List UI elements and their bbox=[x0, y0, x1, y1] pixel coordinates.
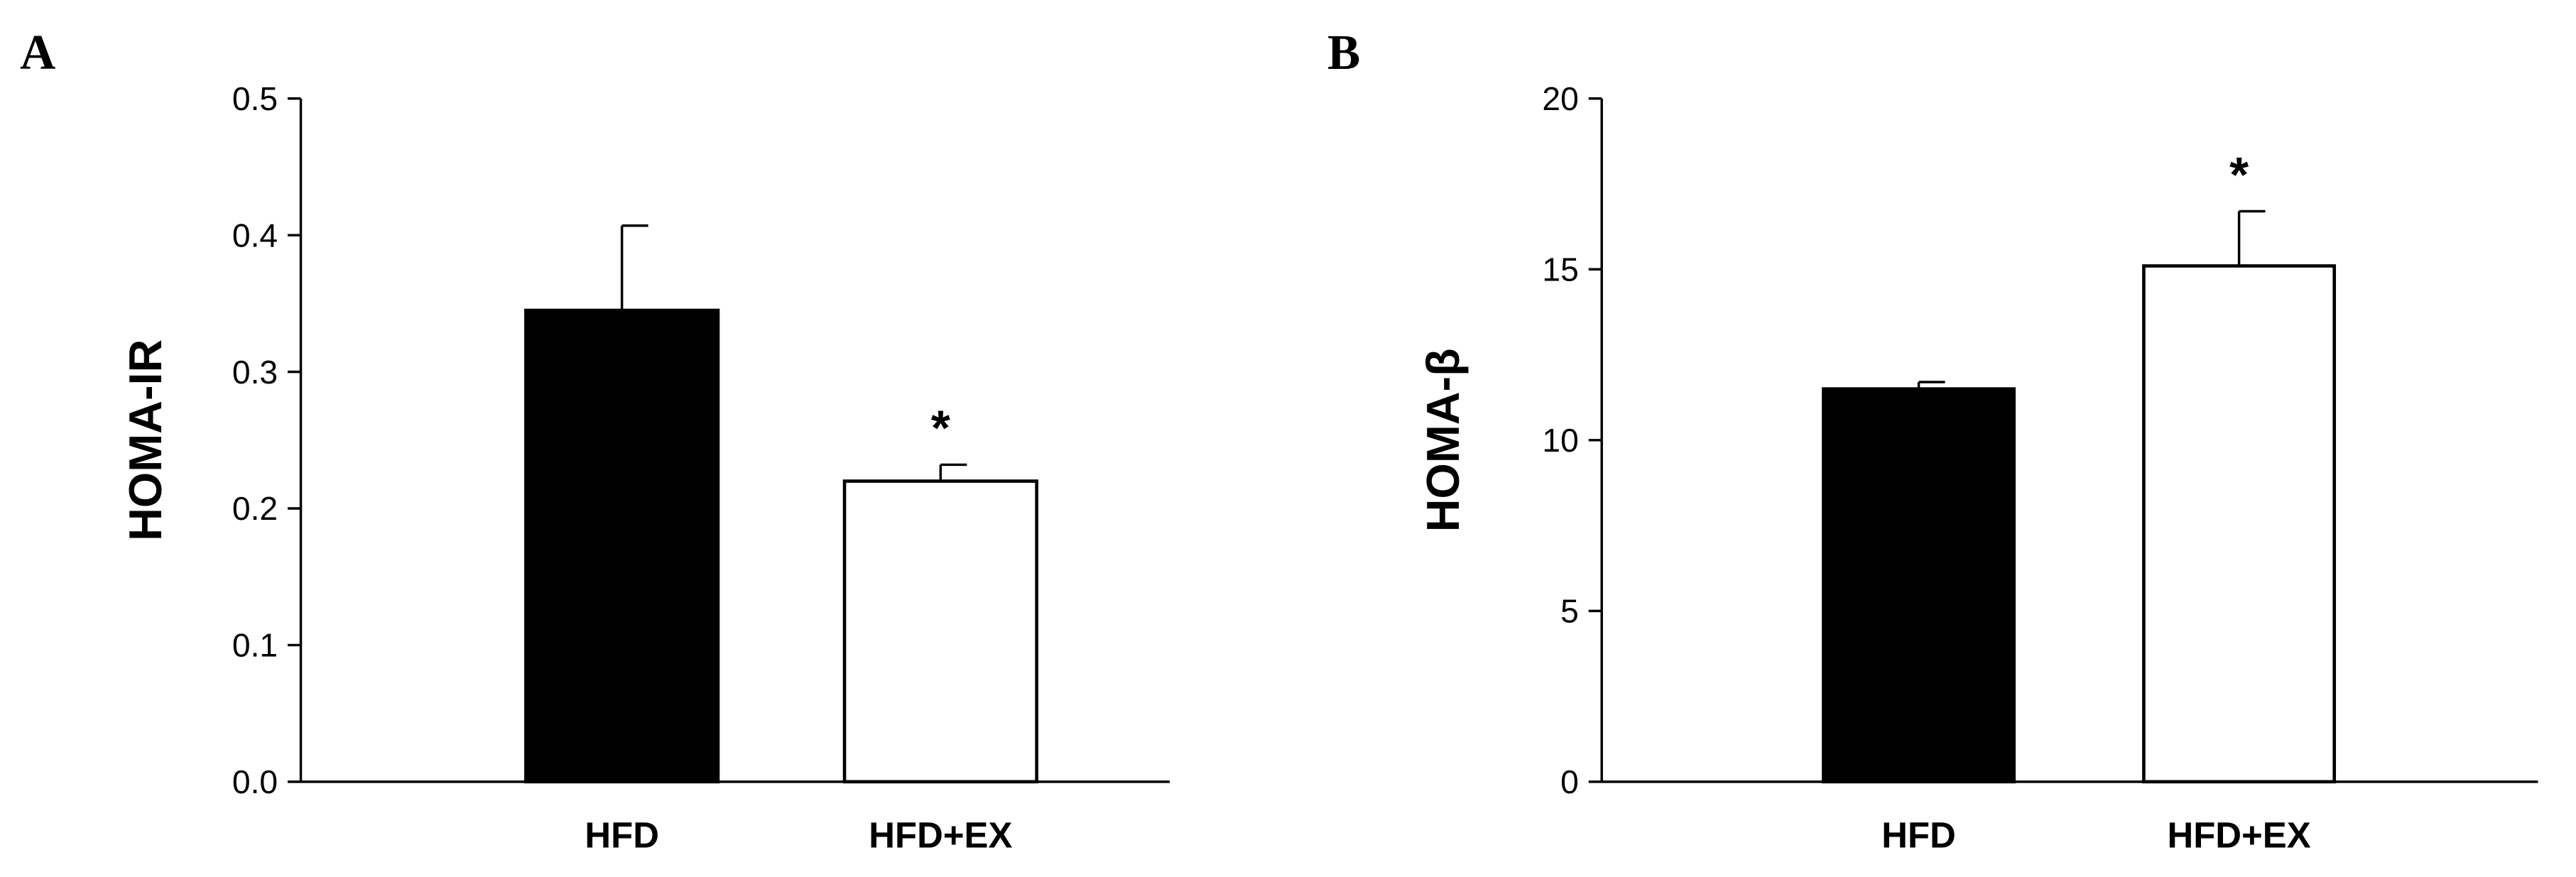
y-tick-label: 20 bbox=[1542, 80, 1578, 117]
panel-label: B bbox=[1327, 26, 1360, 80]
x-tick-label: HFD bbox=[585, 815, 659, 855]
significance-mark: * bbox=[2229, 147, 2249, 202]
bar bbox=[2142, 264, 2337, 784]
y-tick-label: 0.2 bbox=[232, 490, 278, 527]
y-tick-label: 10 bbox=[1542, 422, 1578, 459]
y-tick-label: 0.0 bbox=[232, 763, 278, 800]
panel-label: A bbox=[20, 26, 55, 80]
y-tick-label: 0.4 bbox=[232, 217, 278, 254]
bar bbox=[1822, 387, 2016, 784]
significance-mark: * bbox=[931, 401, 950, 456]
y-axis-label: HOMA-β bbox=[1417, 348, 1469, 532]
bar bbox=[524, 308, 720, 784]
y-axis-label: HOMA-IR bbox=[119, 339, 171, 541]
bar bbox=[842, 479, 1038, 784]
y-tick-label: 0.3 bbox=[232, 354, 278, 391]
y-tick-label: 0.5 bbox=[232, 80, 278, 117]
x-tick-label: HFD+EX bbox=[869, 815, 1012, 855]
x-tick-label: HFD+EX bbox=[2168, 815, 2311, 855]
x-tick-label: HFD bbox=[1881, 815, 1956, 855]
y-tick-label: 0.1 bbox=[232, 627, 278, 664]
y-tick-label: 5 bbox=[1560, 593, 1579, 630]
y-tick-label: 0 bbox=[1560, 763, 1579, 800]
y-tick-label: 15 bbox=[1542, 251, 1578, 288]
